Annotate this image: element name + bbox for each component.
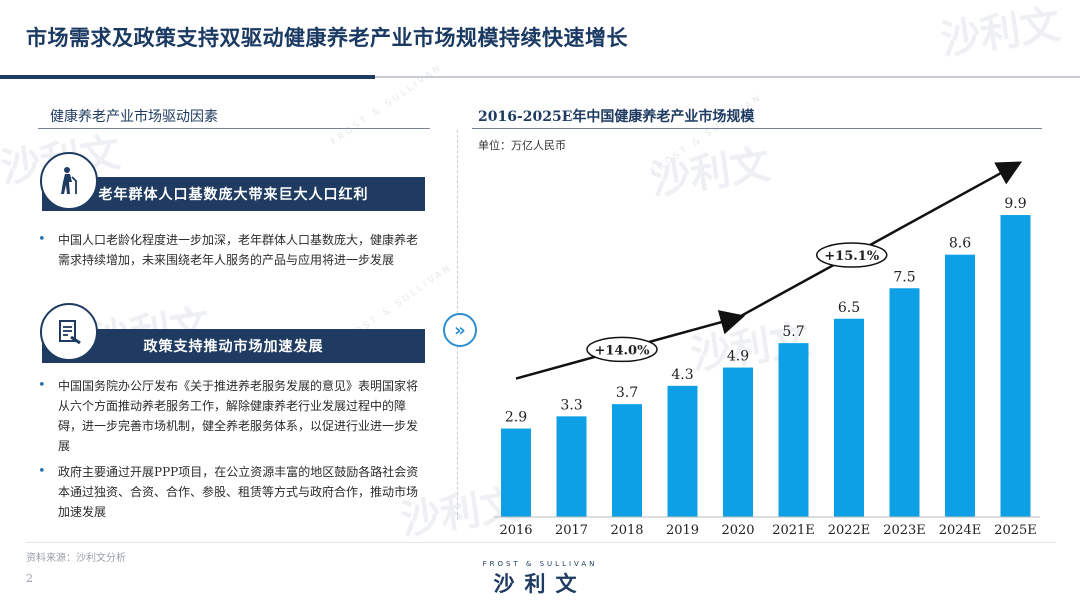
data-label-2020: 4.9 xyxy=(727,349,749,365)
source-note: 资料来源：沙利文分析 xyxy=(26,553,126,564)
bar-2022E xyxy=(834,318,864,517)
badge-policy xyxy=(40,303,98,361)
data-label-2025E: 9.9 xyxy=(1004,196,1026,212)
list-item: 中国国务院办公厅发布《关于推进养老服务发展的意见》表明国家将从六个方面推动养老服… xyxy=(38,376,428,456)
double-chevron-right-icon: » xyxy=(443,313,477,347)
driver-bullets-population: 中国人口老龄化程度进一步加深，老年群体人口基数庞大，健康养老需求持续增加，未来围… xyxy=(38,230,428,276)
data-label-2021E: 5.7 xyxy=(782,324,804,340)
driver-banner-population: 老年群体人口基数庞大带来巨大人口红利 xyxy=(42,177,425,211)
market-size-bar-chart: +14.0% +15.1% 2.9 3.3 3.7 4.3 4.9 5.7 6.5 7.5 8.6… xyxy=(494,161,1040,538)
data-label-2024E: 8.6 xyxy=(949,236,971,252)
x-tick-2016: 2016 xyxy=(499,523,532,538)
page-number: 2 xyxy=(26,572,33,585)
chart-section-title: 2016-2025E年中国健康养老产业市场规模 xyxy=(478,109,755,125)
logo: FROST & SULLIVAN 沙利文 xyxy=(470,560,610,598)
bar-2017 xyxy=(556,416,587,517)
x-tick-2020: 2020 xyxy=(721,523,754,538)
bar-2020 xyxy=(723,367,753,517)
x-tick-2022E: 2022E xyxy=(828,523,871,538)
bar-2023E xyxy=(889,288,920,517)
list-item: 中国人口老龄化程度进一步加深，老年群体人口基数庞大，健康养老需求持续增加，未来围… xyxy=(38,230,428,270)
badge-population xyxy=(40,152,98,210)
left-section-title: 健康养老产业市场驱动因素 xyxy=(50,109,218,125)
bar-2021E xyxy=(778,343,809,517)
policy-document-icon xyxy=(59,320,81,345)
bar-2024E xyxy=(945,254,975,517)
chart-section-divider xyxy=(472,128,1042,129)
elderly-person-icon xyxy=(61,167,77,194)
left-section-divider xyxy=(38,128,430,129)
data-label-2023E: 7.5 xyxy=(893,269,915,285)
driver-bullets-policy: 中国国务院办公厅发布《关于推进养老服务发展的意见》表明国家将从六个方面推动养老服… xyxy=(38,376,428,528)
x-tick-2018: 2018 xyxy=(610,523,643,538)
data-label-2017: 3.3 xyxy=(560,397,582,413)
logo-chinese: 沙利文 xyxy=(493,572,587,596)
data-label-2022E: 6.5 xyxy=(838,300,860,316)
list-item: 政府主要通过开展PPP项目，在公立资源丰富的地区鼓励各路社会资本通过独资、合资、… xyxy=(38,462,428,522)
x-tick-2023E: 2023E xyxy=(883,523,926,538)
logo-wordmark: FROST & SULLIVAN xyxy=(482,560,598,568)
x-tick-2024E: 2024E xyxy=(939,523,982,538)
x-tick-2019: 2019 xyxy=(666,523,699,538)
driver-banner-policy: 政策支持推动市场加速发展 xyxy=(42,329,425,363)
page-title: 市场需求及政策支持双驱动健康养老产业市场规模持续快速增长 xyxy=(26,25,628,50)
growth-rate-label: +14.0% xyxy=(595,343,651,358)
x-tick-2025E: 2025E xyxy=(994,523,1037,538)
chart-unit-label: 单位：万亿人民币 xyxy=(478,139,566,152)
data-label-2016: 2.9 xyxy=(505,410,527,426)
bar-2025E xyxy=(1000,215,1031,518)
watermark: 沙利文 xyxy=(937,1,1064,65)
growth-rate-badge xyxy=(586,336,658,363)
title-divider xyxy=(0,76,1080,78)
footer-divider xyxy=(26,542,1056,543)
title-divider-accent xyxy=(0,75,375,79)
data-label-2019: 4.3 xyxy=(671,367,693,383)
bar-2018 xyxy=(612,404,642,517)
x-tick-2017: 2017 xyxy=(555,523,588,538)
bar-2016 xyxy=(501,428,531,517)
growth-rate-badge xyxy=(816,242,888,268)
x-tick-2021E: 2021E xyxy=(772,523,815,538)
data-label-2018: 3.7 xyxy=(616,385,638,401)
growth-rate-label: +15.1% xyxy=(824,249,880,264)
bar-2019 xyxy=(667,385,698,517)
growth-arrow-2 xyxy=(737,161,1023,319)
